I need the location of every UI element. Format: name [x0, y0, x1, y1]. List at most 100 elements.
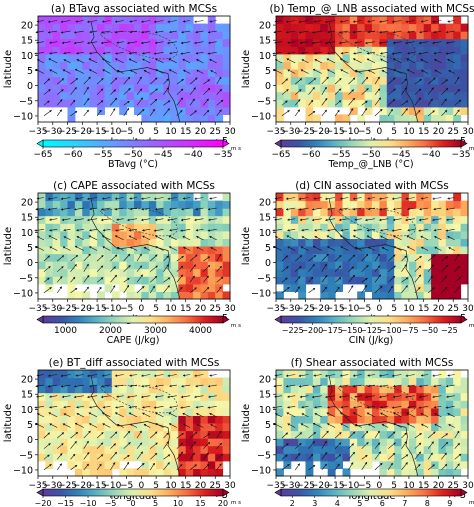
heatmap-cell [193, 453, 201, 462]
heatmap-cell [156, 114, 165, 123]
heatmap-cell [60, 246, 69, 255]
heatmap-cell [364, 246, 373, 255]
heatmap-cell [445, 377, 454, 386]
heatmap-cell [104, 276, 113, 285]
heatmap-cell [416, 268, 425, 277]
wind-arrow-head [126, 462, 129, 465]
wind-arrow-head [325, 197, 328, 201]
heatmap-cell [298, 193, 307, 202]
heatmap-cell [148, 31, 157, 40]
quiver-key-unit: m s [231, 146, 241, 152]
heatmap-cell [67, 53, 76, 62]
heatmap-cell [438, 38, 447, 47]
heatmap-cell [453, 370, 462, 379]
heatmap-cell [156, 276, 165, 285]
heatmap-cell [342, 238, 351, 247]
panel-btavg: (a) BTavg associated with MCSs20151050−5… [3, 3, 241, 170]
wind-arrow-head [115, 374, 118, 377]
heatmap-cell [342, 114, 351, 123]
heatmap-cell [82, 91, 91, 100]
wind-arrow-head [393, 265, 396, 268]
colorbar-tick-label: −75 [402, 326, 419, 335]
heatmap-cell [170, 84, 179, 93]
heatmap-cell [372, 223, 380, 232]
x-tick-label: −25 [296, 304, 315, 314]
y-axis-label: latitude [3, 227, 14, 265]
wind-arrow-head [407, 69, 410, 72]
heatmap-cell [89, 200, 98, 209]
heatmap-cell [126, 385, 135, 394]
heatmap-cell [178, 283, 187, 292]
heatmap-cell [148, 114, 157, 123]
heatmap-cell [394, 385, 403, 394]
heatmap-cell [111, 276, 120, 285]
wind-arrow-head [273, 207, 276, 211]
wind-arrow-head [418, 52, 421, 55]
heatmap-cell [134, 385, 142, 394]
heatmap-cell [97, 200, 105, 209]
wind-arrow-head [166, 87, 169, 90]
heatmap-cell [379, 407, 388, 416]
x-tick-label: −35 [267, 304, 286, 314]
heatmap-cell [349, 261, 358, 270]
heatmap-cell [276, 91, 284, 100]
heatmap-cell [453, 46, 462, 55]
heatmap-cell [141, 377, 150, 386]
heatmap-cell [89, 91, 98, 100]
wind-arrow-head [154, 276, 157, 279]
wind-arrow-head [74, 41, 77, 45]
wind-arrow-head [367, 52, 370, 55]
heatmap-cell [423, 453, 432, 462]
heatmap-cell [357, 215, 366, 224]
heatmap-cell [89, 246, 98, 255]
heatmap-cell [134, 276, 142, 285]
wind-arrow-head [86, 87, 89, 90]
heatmap-cell [342, 91, 351, 100]
heatmap-cell [38, 215, 46, 224]
heatmap-cell [438, 114, 447, 123]
heatmap-cell [193, 69, 201, 78]
y-tick-label: 15 [259, 390, 271, 401]
heatmap-cell [423, 430, 432, 439]
heatmap-cell [215, 84, 224, 93]
plot-frame [37, 369, 231, 477]
heatmap-cell [222, 276, 231, 285]
heatmap-cell [364, 438, 373, 447]
wind-arrow-head [457, 430, 460, 434]
heatmap-cell [170, 61, 179, 70]
wind-arrow-head [339, 432, 342, 435]
heatmap-cell [134, 31, 142, 40]
heatmap-cell [460, 407, 469, 416]
heatmap-cell [111, 230, 120, 239]
heatmap-cell [453, 106, 462, 115]
heatmap-cell [290, 46, 299, 55]
heatmap-cell [283, 407, 292, 416]
heatmap-cell [372, 61, 380, 70]
heatmap-cell [460, 61, 469, 70]
heatmap-cell [460, 38, 469, 47]
heatmap-cell [431, 200, 439, 209]
heatmap-cell [67, 114, 76, 123]
wind-arrow-head [286, 208, 289, 211]
heatmap-cell [401, 407, 410, 416]
heatmap-cell [335, 453, 343, 462]
heatmap-cell [320, 200, 329, 209]
heatmap-cell [148, 238, 157, 247]
wind-arrow-head [35, 384, 38, 388]
wind-arrow-head [75, 20, 78, 23]
heatmap-cell [364, 370, 373, 379]
heatmap-cell [372, 385, 380, 394]
heatmap-cell [148, 445, 157, 454]
contour-line [99, 31, 178, 60]
heatmap-cell [60, 238, 69, 247]
heatmap-cell [82, 445, 91, 454]
heatmap-cell [460, 445, 469, 454]
wind-arrow-head [63, 405, 66, 409]
heatmap-cell [170, 114, 179, 123]
heatmap-cell [207, 415, 216, 424]
heatmap-cell [445, 230, 454, 239]
heatmap-cell [335, 99, 343, 108]
wind-arrow-head [89, 406, 92, 409]
heatmap-cell [379, 261, 388, 270]
plot-frame [275, 192, 469, 300]
